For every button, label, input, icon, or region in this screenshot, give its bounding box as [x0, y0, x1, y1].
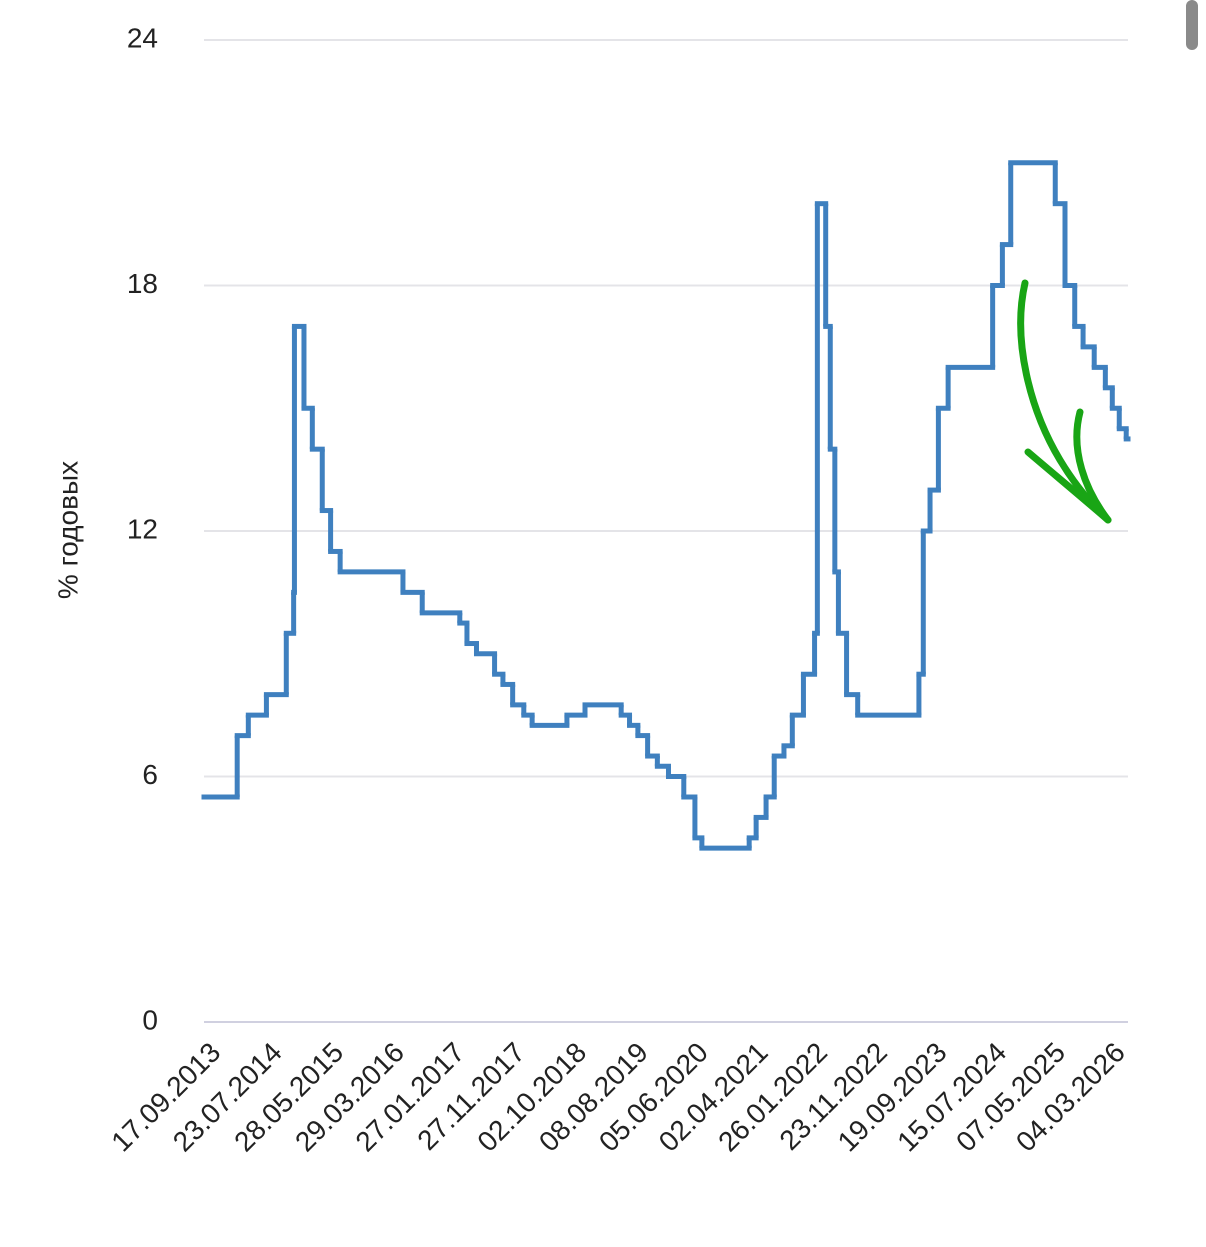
tick-labels: 0612182417.09.201323.07.201428.05.201529… — [105, 22, 1131, 1157]
step-riser — [234, 162, 1129, 849]
y-tick-label: 24 — [127, 22, 158, 53]
scrollbar[interactable] — [1186, 0, 1198, 50]
y-axis-label: % годовых — [52, 461, 83, 599]
grid — [204, 39, 1128, 1023]
y-tick-label: 12 — [127, 513, 158, 544]
annotation-arrow — [1017, 279, 1112, 524]
arrow-head — [1024, 408, 1112, 524]
y-tick-label: 18 — [127, 268, 158, 299]
y-tick-label: 0 — [142, 1004, 158, 1035]
y-tick-label: 6 — [142, 759, 158, 790]
series — [201, 160, 1131, 851]
